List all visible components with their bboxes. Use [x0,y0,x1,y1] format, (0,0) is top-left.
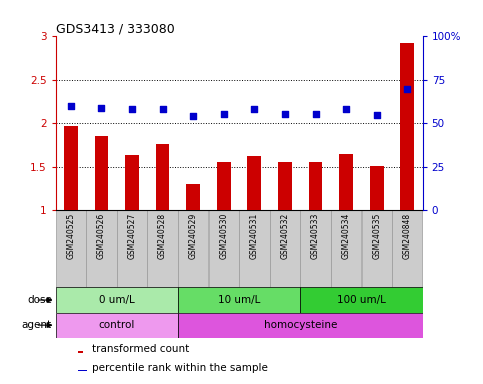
Text: dose: dose [27,295,52,305]
Bar [300,288,423,313]
Text: homocysteine: homocysteine [264,320,337,330]
Bar [300,210,331,288]
Bar [95,136,108,210]
Bar [278,162,292,210]
Bar [117,210,147,288]
Text: GSM240527: GSM240527 [128,213,137,259]
Text: GSM240531: GSM240531 [250,213,259,259]
Bar [362,210,392,288]
Point [281,111,289,117]
Bar [339,154,353,210]
Bar [56,288,178,313]
Bar [125,155,139,210]
Bar [400,43,414,210]
Point [342,106,350,113]
Text: GSM240535: GSM240535 [372,213,381,259]
Text: GSM240530: GSM240530 [219,213,228,259]
Text: GSM240526: GSM240526 [97,213,106,259]
Bar [186,184,200,210]
Text: GSM240528: GSM240528 [158,213,167,259]
Text: GSM240533: GSM240533 [311,213,320,259]
Bar [209,210,239,288]
Bar [270,210,300,288]
Bar [178,210,208,288]
Point [98,105,105,111]
Point [251,106,258,113]
Bar [178,288,300,313]
Bar [247,156,261,210]
Bar [217,162,231,210]
Point [67,103,75,109]
Bar [64,126,78,210]
Point [220,111,227,117]
Text: GSM240848: GSM240848 [403,213,412,259]
Bar [56,313,178,338]
Bar [78,351,83,353]
Text: GSM240532: GSM240532 [281,213,289,259]
Text: percentile rank within the sample: percentile rank within the sample [92,363,268,373]
Bar [392,210,423,288]
Text: GDS3413 / 333080: GDS3413 / 333080 [56,22,174,35]
Bar [178,313,423,338]
Bar [309,162,323,210]
Bar [156,144,170,210]
Point [189,113,197,119]
Bar [370,166,384,210]
Text: GSM240529: GSM240529 [189,213,198,259]
Text: agent: agent [22,320,52,330]
Bar [239,210,270,288]
Text: 10 um/L: 10 um/L [218,295,260,305]
Bar [86,210,116,288]
Text: 100 um/L: 100 um/L [337,295,386,305]
Bar [78,369,87,371]
Text: GSM240534: GSM240534 [341,213,351,259]
Text: GSM240525: GSM240525 [66,213,75,259]
Text: control: control [99,320,135,330]
Point [373,112,381,118]
Bar [56,210,86,288]
Point [403,86,411,92]
Bar [147,210,178,288]
Text: 0 um/L: 0 um/L [99,295,135,305]
Point [128,106,136,112]
Point [159,106,167,112]
Point [312,111,319,117]
Text: transformed count: transformed count [92,344,189,354]
Bar [331,210,361,288]
